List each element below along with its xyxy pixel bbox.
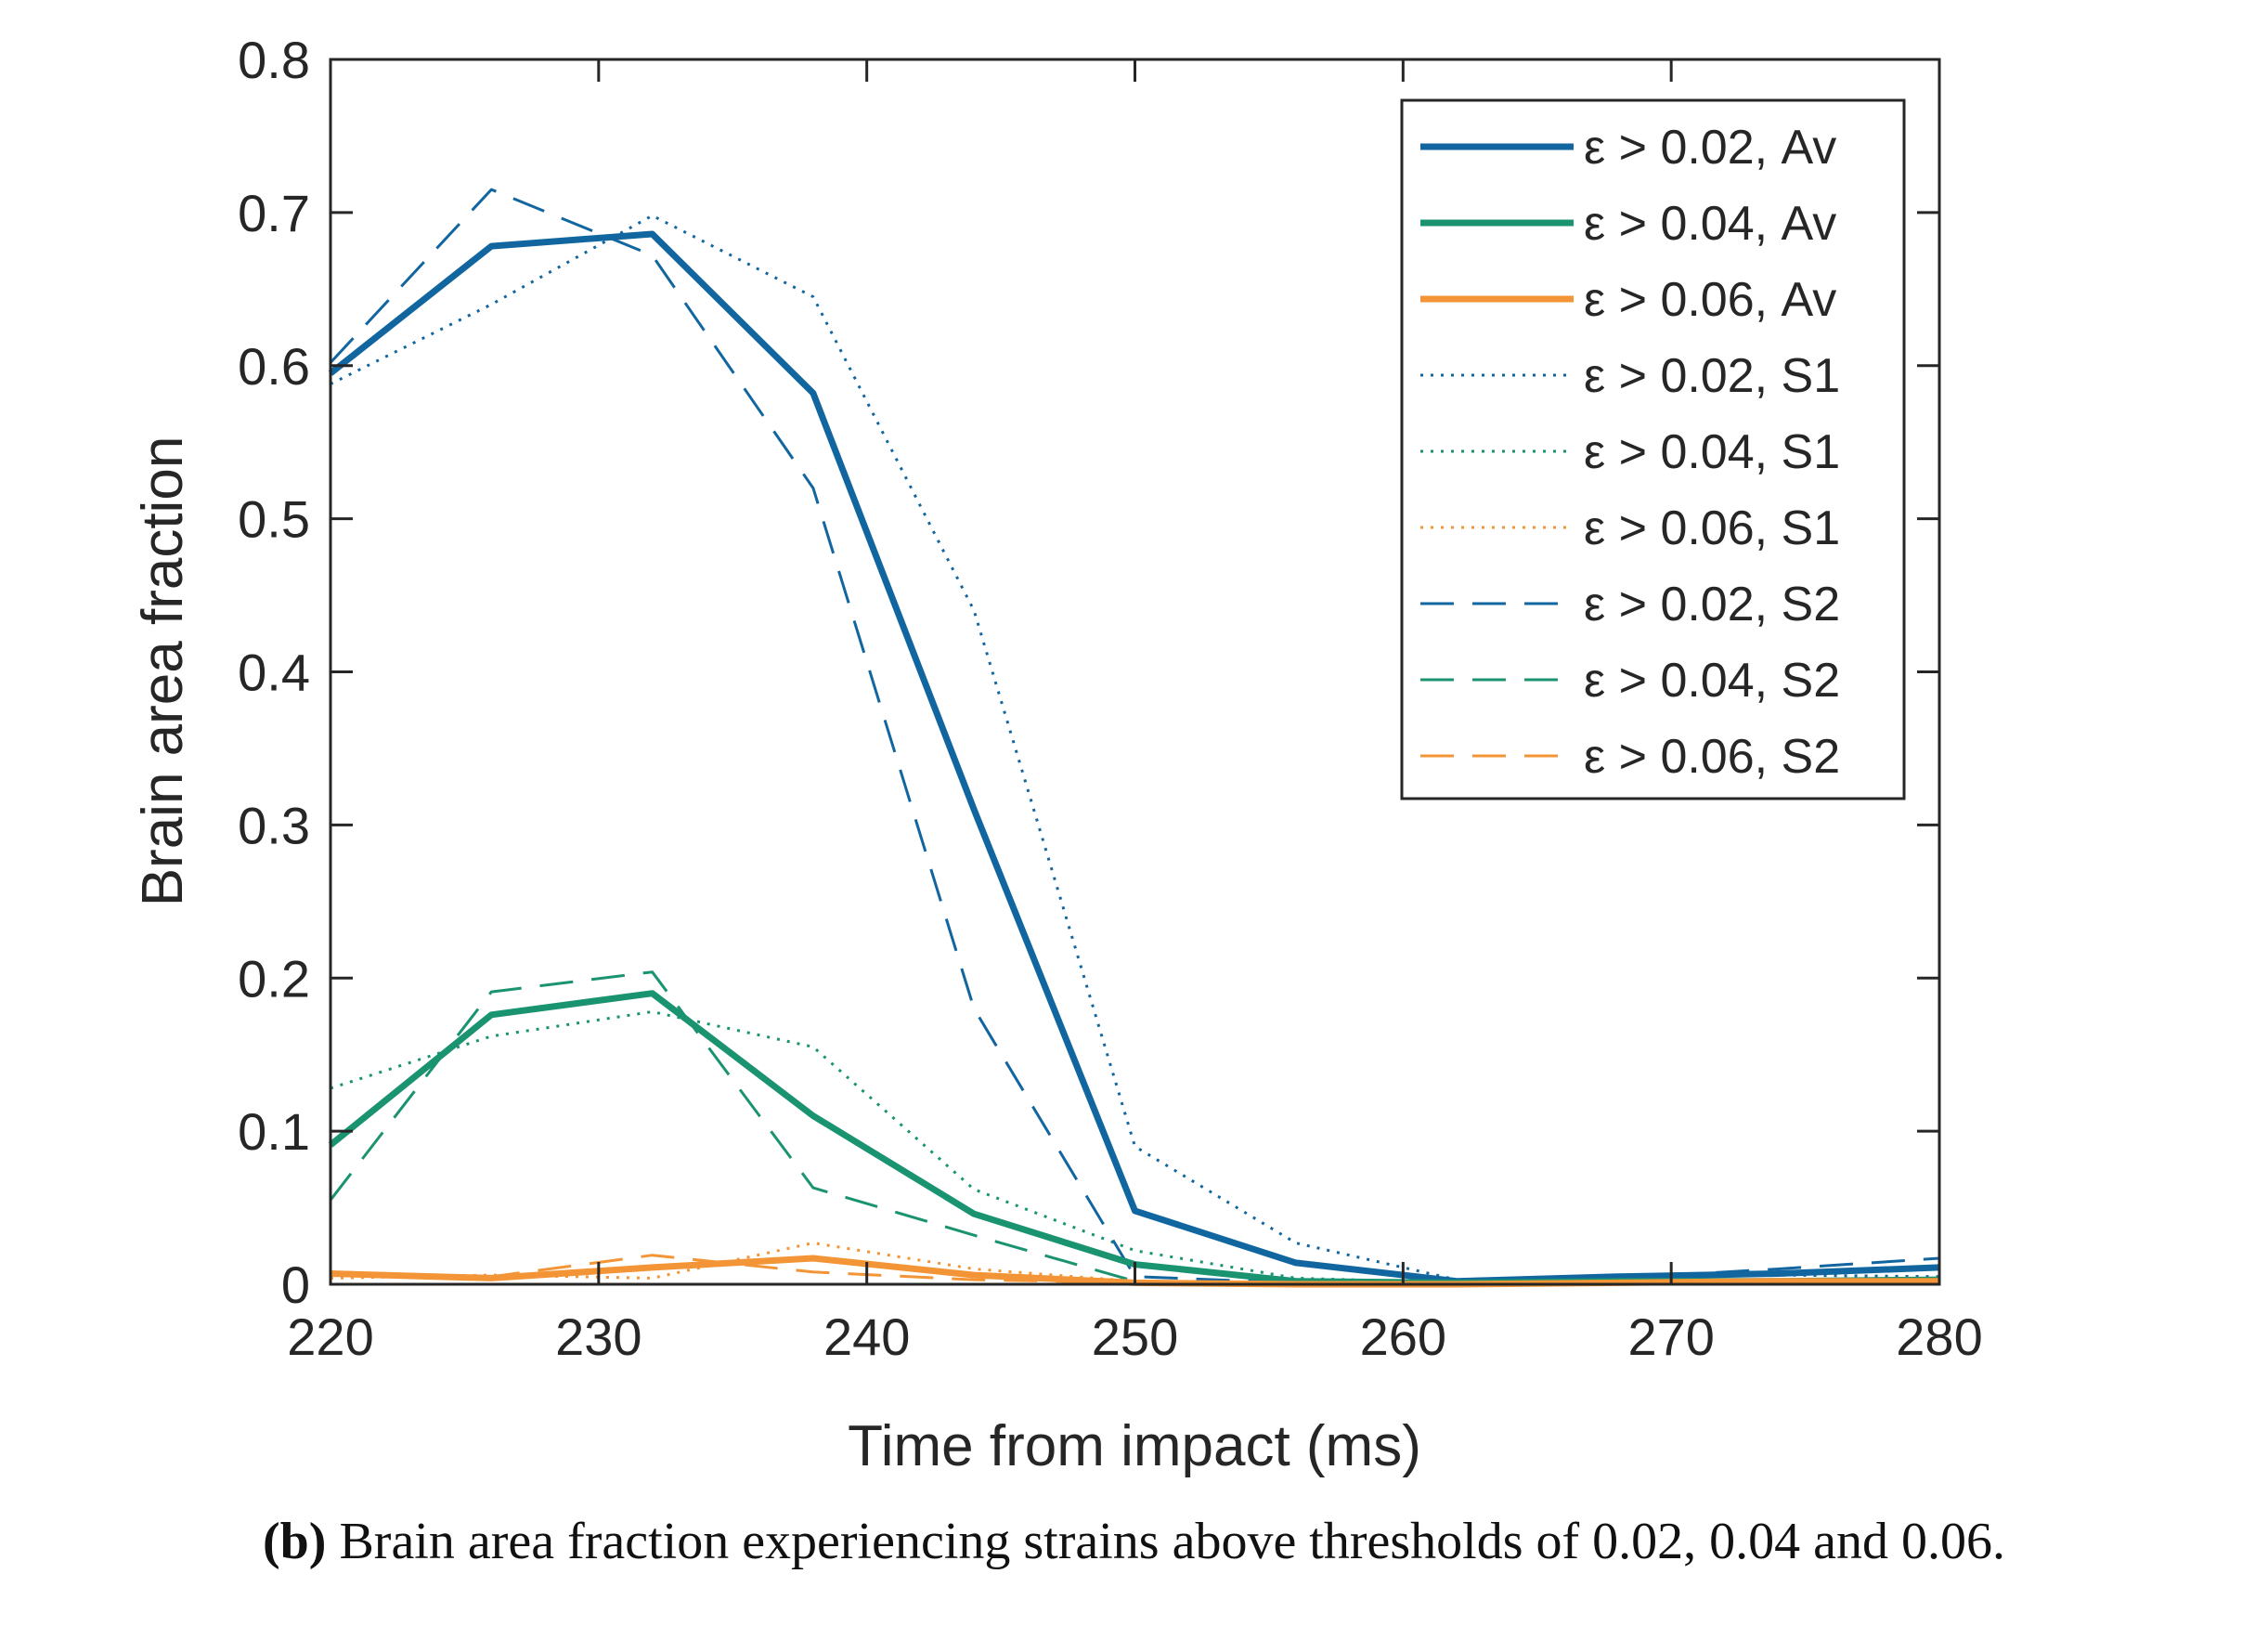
caption-text: Brain area fraction experiencing strains… [339,1513,2006,1570]
legend-label-3: ε > 0.02, S1 [1584,349,1840,403]
legend-box [1400,98,1906,800]
x-tick-label: 280 [1896,1307,1982,1366]
y-tick-label: 0.6 [238,337,310,396]
x-tick-label: 240 [823,1307,910,1366]
x-tick-label: 230 [555,1307,642,1366]
legend-label-2: ε > 0.06, Av [1584,273,1836,327]
x-tick-label: 250 [1092,1307,1178,1366]
y-tick-label: 0.8 [238,31,310,89]
x-tick-label: 270 [1627,1307,1714,1366]
legend-label-6: ε > 0.02, S2 [1584,578,1840,631]
series-line-7 [329,970,1940,1286]
legend-label-4: ε > 0.04, S1 [1584,425,1840,479]
figure-caption: (b) Brain area fraction experiencing str… [0,1512,2268,1614]
legend-label-5: ε > 0.06, S1 [1584,501,1840,555]
legend: ε > 0.02, Av ε > 0.04, Av ε > 0.06, Av ε > … [1400,98,1906,800]
y-tick-label: 0.5 [238,490,310,549]
legend-label-1: ε > 0.04, Av [1584,197,1836,251]
y-tick-label: 0.1 [238,1102,310,1161]
x-tick-label: 220 [287,1307,373,1366]
series-line-4 [330,1010,1939,1284]
axis-ticks: 220 230 240 250 260 270 280 0 0.1 0.2 0.3 0.4 0.5 0.6… [238,31,1983,1366]
legend-label-7: ε > 0.04, S2 [1584,654,1840,708]
y-axis-label: Brain area fraction [131,436,195,907]
y-tick-label: 0.2 [238,949,310,1008]
legend-label-8: ε > 0.06, S2 [1584,730,1840,784]
y-tick-label: 0.7 [238,184,310,242]
x-tick-label: 260 [1360,1307,1446,1366]
legend-label-0: ε > 0.02, Av [1584,121,1836,175]
y-tick-label: 0.3 [238,796,310,854]
y-tick-label: 0 [281,1255,310,1314]
x-axis-label: Time from impact (ms) [848,1414,1421,1478]
caption-label: (b) [262,1513,327,1570]
series-line-1 [328,990,1940,1286]
y-tick-label: 0.4 [238,644,310,702]
